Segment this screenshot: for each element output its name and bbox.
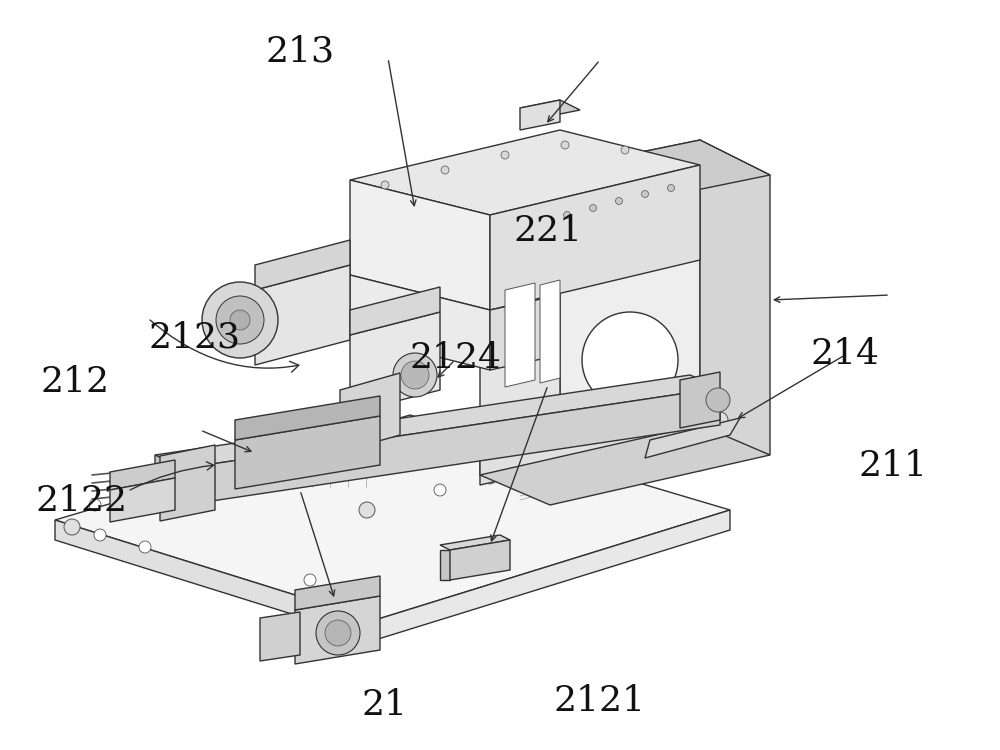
Circle shape — [694, 459, 706, 471]
Text: 211: 211 — [858, 449, 928, 484]
Polygon shape — [160, 445, 215, 521]
Circle shape — [304, 574, 316, 586]
FancyArrowPatch shape — [130, 462, 214, 490]
Polygon shape — [110, 478, 175, 522]
Circle shape — [359, 610, 375, 626]
Text: 213: 213 — [265, 34, 335, 68]
Circle shape — [501, 151, 509, 159]
Polygon shape — [350, 312, 440, 413]
Circle shape — [614, 439, 626, 451]
Polygon shape — [155, 375, 720, 468]
Circle shape — [668, 184, 674, 191]
Polygon shape — [155, 455, 185, 505]
Circle shape — [441, 166, 449, 174]
Polygon shape — [295, 576, 380, 610]
Polygon shape — [480, 185, 560, 500]
Polygon shape — [375, 510, 730, 640]
Polygon shape — [440, 535, 510, 550]
Circle shape — [230, 310, 250, 330]
Circle shape — [344, 444, 356, 456]
Polygon shape — [505, 283, 535, 387]
Polygon shape — [560, 140, 700, 500]
Polygon shape — [520, 100, 560, 130]
Circle shape — [393, 353, 437, 397]
Polygon shape — [340, 373, 400, 452]
Text: 212: 212 — [40, 365, 110, 400]
Polygon shape — [55, 415, 730, 620]
Circle shape — [582, 312, 678, 408]
Circle shape — [634, 429, 646, 441]
Polygon shape — [255, 240, 350, 290]
Circle shape — [590, 205, 596, 212]
Text: 2123: 2123 — [149, 320, 241, 355]
Polygon shape — [700, 140, 770, 455]
Circle shape — [434, 429, 446, 441]
Text: 21: 21 — [362, 688, 408, 722]
Polygon shape — [490, 295, 560, 370]
Circle shape — [484, 472, 496, 484]
Polygon shape — [450, 540, 510, 580]
Circle shape — [434, 484, 446, 496]
Polygon shape — [480, 140, 770, 220]
Circle shape — [139, 541, 151, 553]
Circle shape — [654, 422, 666, 434]
Polygon shape — [255, 265, 350, 365]
Polygon shape — [185, 388, 720, 505]
Polygon shape — [235, 396, 380, 440]
Circle shape — [616, 197, 622, 205]
Circle shape — [621, 146, 629, 154]
Circle shape — [359, 502, 375, 518]
Circle shape — [554, 454, 566, 466]
Polygon shape — [440, 550, 450, 580]
Polygon shape — [480, 140, 700, 215]
Polygon shape — [55, 520, 375, 640]
Polygon shape — [480, 425, 770, 505]
Text: 221: 221 — [514, 214, 582, 248]
FancyArrowPatch shape — [150, 320, 299, 372]
Text: 2121: 2121 — [554, 684, 646, 718]
Polygon shape — [350, 130, 700, 215]
Circle shape — [316, 611, 360, 655]
Polygon shape — [260, 612, 300, 661]
Circle shape — [381, 181, 389, 189]
Circle shape — [401, 361, 429, 389]
Polygon shape — [490, 165, 700, 310]
Circle shape — [216, 296, 264, 344]
Polygon shape — [295, 596, 380, 664]
Circle shape — [64, 519, 80, 535]
Polygon shape — [110, 460, 175, 490]
Circle shape — [642, 190, 648, 197]
Circle shape — [706, 388, 730, 412]
Circle shape — [561, 141, 569, 149]
Circle shape — [712, 412, 728, 428]
Polygon shape — [235, 416, 380, 489]
Circle shape — [679, 449, 691, 461]
Polygon shape — [350, 275, 490, 370]
Polygon shape — [645, 418, 740, 458]
Polygon shape — [480, 410, 700, 485]
Circle shape — [325, 620, 351, 646]
Text: 2124: 2124 — [409, 341, 501, 376]
Circle shape — [94, 529, 106, 541]
Polygon shape — [540, 280, 560, 383]
Text: 2122: 2122 — [36, 484, 128, 518]
Text: 214: 214 — [810, 337, 880, 371]
Circle shape — [89, 499, 101, 511]
Polygon shape — [350, 287, 440, 335]
Polygon shape — [350, 180, 490, 310]
Circle shape — [202, 282, 278, 358]
Polygon shape — [520, 100, 580, 118]
Circle shape — [564, 211, 570, 218]
Polygon shape — [680, 372, 720, 428]
